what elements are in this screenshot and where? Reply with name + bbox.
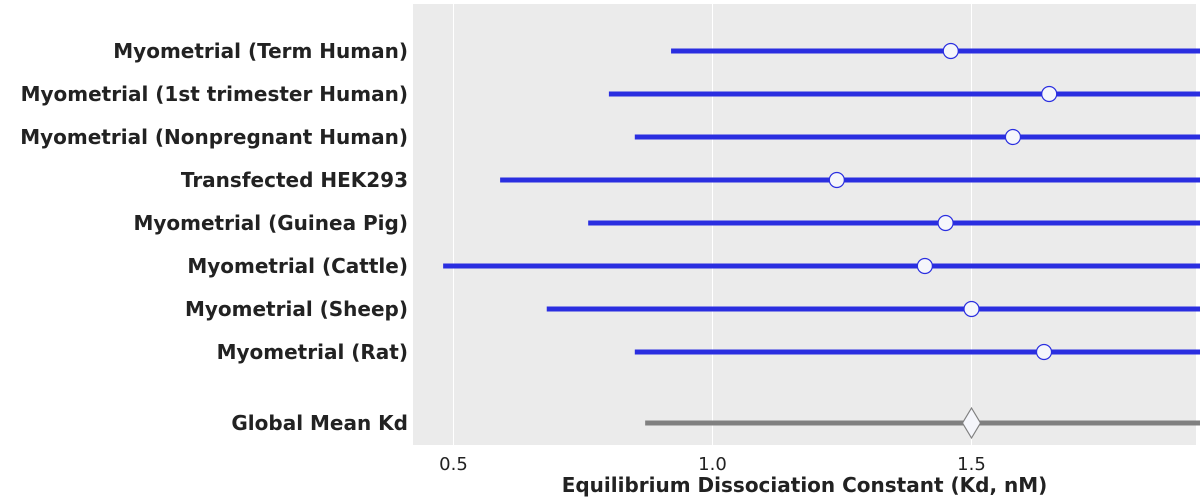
- mean-point: [1035, 343, 1053, 361]
- category-label: Myometrial (Guinea Pig): [133, 211, 408, 235]
- category-label: Myometrial (Term Human): [113, 39, 408, 63]
- category-label: Myometrial (Rat): [217, 340, 408, 364]
- category-label: Myometrial (Sheep): [185, 297, 408, 321]
- mean-point: [963, 300, 980, 318]
- global-label: Global Mean Kd: [231, 411, 408, 435]
- global-mean-diamond: [961, 406, 982, 440]
- x-tick-label: 0.5: [439, 454, 468, 475]
- category-label: Transfected HEK293: [181, 168, 408, 192]
- category-labels: Myometrial (Term Human) Myometrial (1st t…: [20, 39, 408, 435]
- x-tick-label: 1.5: [957, 454, 986, 475]
- mean-point: [916, 257, 933, 275]
- mean-point: [1004, 128, 1022, 146]
- category-label: Myometrial (Nonpregnant Human): [20, 125, 408, 149]
- mean-point: [1041, 85, 1058, 103]
- mean-point: [828, 171, 845, 189]
- x-tick-label: 1.0: [698, 454, 727, 475]
- chart-marks: [443, 42, 1200, 440]
- mean-point: [942, 42, 959, 60]
- x-axis-title: Equilibrium Dissociation Constant (Kd, n…: [562, 473, 1048, 497]
- x-tick-labels: 0.51.01.52.02.53.0: [439, 454, 986, 475]
- mean-point: [937, 214, 954, 232]
- category-label: Myometrial (Cattle): [187, 254, 408, 278]
- category-label: Myometrial (1st trimester Human): [21, 82, 408, 106]
